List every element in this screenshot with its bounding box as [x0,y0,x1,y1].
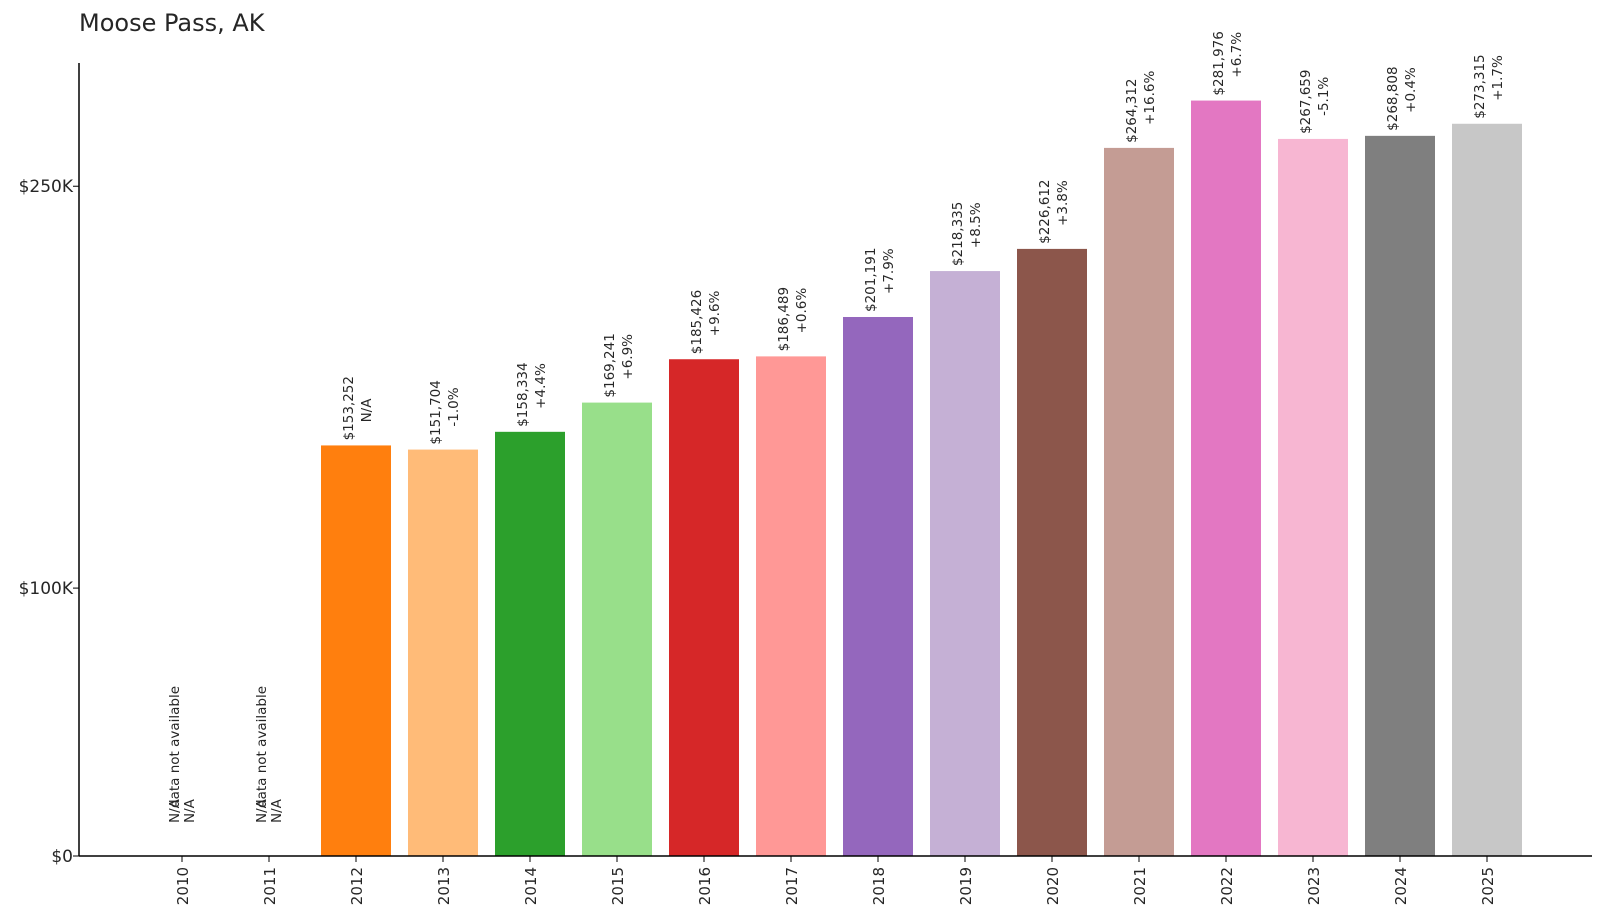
bar-change-label-2014: +4.4% [533,363,549,409]
bar-change-label-2017: +0.6% [794,288,810,334]
x-tick-label-2024: 2024 [1392,867,1410,905]
x-tick-label-2018: 2018 [870,867,888,905]
chart-title: Moose Pass, AK [79,9,266,37]
bar-value-label-2024: $268,808 [1385,66,1401,130]
bar-change-label-2010: data not available [167,686,183,808]
x-tick-label-2016: 2016 [696,867,714,905]
bar-value-label-2014: $158,334 [515,362,531,426]
bars-group [321,100,1522,857]
bar-2023 [1278,138,1348,857]
x-tick-label-2020: 2020 [1044,867,1062,905]
bar-change-label-2020: +3.8% [1055,180,1071,226]
x-tick-label-2012: 2012 [348,867,366,905]
bar-2013 [408,449,478,856]
bar-value-label-2011: N/A [254,798,270,823]
bar-na-label-2011: N/A [269,798,285,823]
bar-value-label-2017: $186,489 [776,287,792,351]
bar-change-label-2018: +7.9% [881,248,897,294]
bar-value-label-2019: $218,335 [950,202,966,266]
x-tick-label-2011: 2011 [261,867,279,905]
bar-change-label-2012: N/A [359,398,375,423]
bar-change-label-2025: +1.7% [1490,55,1506,101]
bar-2024 [1365,135,1435,857]
bar-change-label-2022: +6.7% [1229,32,1245,78]
bar-change-label-2019: +8.5% [968,202,984,248]
x-tick-label-2023: 2023 [1305,867,1323,905]
bar-value-label-2022: $281,976 [1211,31,1227,95]
bar-change-label-2021: +16.6% [1142,71,1158,125]
x-tick-label-2013: 2013 [435,867,453,905]
bar-value-label-2021: $264,312 [1124,78,1140,142]
x-tick-label-2019: 2019 [957,867,975,905]
x-tick-label-2022: 2022 [1218,867,1236,905]
bar-2025 [1452,123,1522,856]
bar-2015 [582,402,652,856]
bar-2019 [930,271,1000,856]
bar-2022 [1191,100,1261,857]
x-tick-label-2010: 2010 [174,867,192,905]
bar-value-label-2015: $169,241 [602,333,618,397]
bar-value-label-2020: $226,612 [1037,179,1053,243]
bar-change-label-2013: -1.0% [446,387,462,426]
bar-value-label-2025: $273,315 [1472,54,1488,118]
x-tick-label-2014: 2014 [522,867,540,905]
bar-change-label-2015: +6.9% [620,334,636,380]
x-tick-label-2017: 2017 [783,867,801,905]
bar-change-label-2011: data not available [254,686,270,808]
bar-value-label-2010: N/A [167,798,183,823]
bar-2018 [843,316,913,857]
x-tick-label-2025: 2025 [1479,867,1497,905]
bar-change-label-2016: +9.6% [707,290,723,336]
bar-value-label-2016: $185,426 [689,290,705,354]
bar-change-label-2023: -5.1% [1316,77,1332,116]
bar-value-label-2012: $153,252 [341,376,357,440]
y-tick-label: $250K [19,177,74,197]
bar-change-label-2024: +0.4% [1403,67,1419,113]
bar-2021 [1104,147,1174,856]
bar-value-label-2023: $267,659 [1298,70,1314,134]
bar-2014 [495,431,565,856]
y-tick-label: $0 [51,847,73,867]
bar-value-label-2013: $151,704 [428,380,444,444]
bar-2016 [669,359,739,856]
bar-2012 [321,445,391,856]
y-axis: $0 $100K $250K [19,63,80,867]
bar-2017 [756,356,826,856]
bar-2020 [1017,248,1087,857]
y-tick-label: $100K [19,579,74,599]
x-tick-label-2015: 2015 [609,867,627,905]
x-axis: 2010 2011 2012 2013 2014 2015 2016 2017 2018 2019… [79,855,1592,905]
bar-na-label-2010: N/A [182,798,198,823]
bar-value-label-2018: $201,191 [863,248,879,312]
x-tick-label-2021: 2021 [1131,867,1149,905]
